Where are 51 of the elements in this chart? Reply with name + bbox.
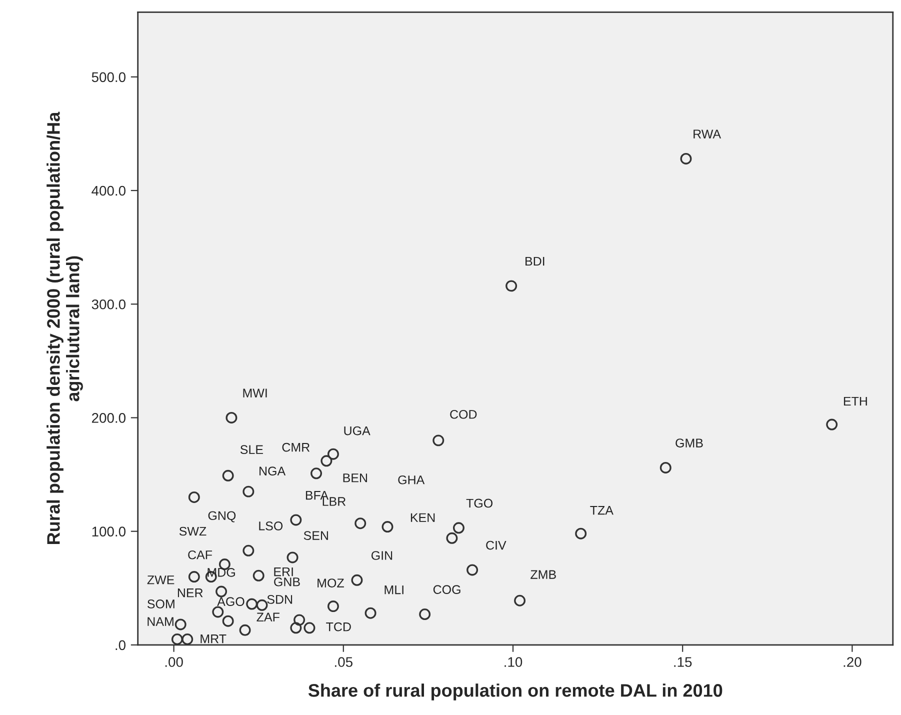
y-tick-label: .0: [116, 640, 126, 650]
data-label: SEN: [304, 531, 328, 540]
x-axis-title: Share of rural population on remote DAL in 2010: [308, 684, 722, 700]
data-label: KEN: [410, 513, 435, 522]
data-label: ERI: [274, 567, 293, 576]
x-tick-label: .00: [165, 657, 183, 667]
data-label: BDI: [526, 256, 544, 266]
data-label: TZA: [590, 506, 614, 515]
x-tick-label: .10: [504, 657, 522, 667]
data-label: NER: [178, 588, 203, 598]
data-label: NGA: [260, 466, 286, 476]
y-tick-label: 500.0: [92, 72, 126, 82]
data-label: ETH: [844, 396, 867, 406]
data-label: MLI: [384, 586, 404, 594]
y-tick-label: 300.0: [92, 299, 126, 310]
data-label: MOZ: [318, 578, 344, 588]
data-label: GMB: [676, 438, 703, 448]
x-tick-label: .15: [674, 657, 692, 667]
data-label: CMR: [282, 442, 310, 452]
y-tick-label: 100.0: [92, 526, 126, 536]
data-label: CAF: [188, 550, 212, 560]
data-label: COG: [433, 585, 460, 594]
data-label: AGO: [217, 597, 244, 606]
data-label: TGO: [466, 498, 493, 508]
y-axis-title: Rural population density 2000 (rural population/Ha agriclutural land): [46, 112, 83, 544]
data-label: ZWE: [147, 576, 174, 584]
data-label: GNQ: [208, 511, 236, 522]
data-label: GNB: [274, 577, 300, 586]
data-label: SDN: [267, 594, 292, 604]
data-label: COD: [450, 410, 477, 419]
data-label: LSO: [259, 522, 283, 530]
x-tick-label: .20: [844, 657, 862, 667]
data-label: MDG: [208, 568, 235, 577]
data-label: NAM: [148, 617, 174, 626]
data-label: UGA: [344, 426, 370, 436]
data-label: MWI: [243, 388, 267, 398]
data-label: TCD: [326, 622, 351, 632]
data-label: SLE: [240, 445, 263, 454]
data-label: BEN: [343, 474, 367, 482]
data-label: GHA: [398, 475, 425, 484]
data-label: RWA: [694, 130, 722, 138]
data-label: ZAF: [256, 612, 280, 622]
y-tick-label: 200.0: [92, 413, 126, 423]
y-tick-label: 400.0: [92, 186, 126, 196]
data-label: CIV: [486, 540, 506, 550]
data-label: GIN: [371, 551, 392, 560]
data-label: MRT: [200, 634, 226, 644]
data-label: SOM: [147, 600, 174, 608]
x-tick-label: .05: [335, 657, 352, 667]
data-label: ZMB: [530, 570, 556, 579]
data-label: SWZ: [179, 526, 206, 536]
